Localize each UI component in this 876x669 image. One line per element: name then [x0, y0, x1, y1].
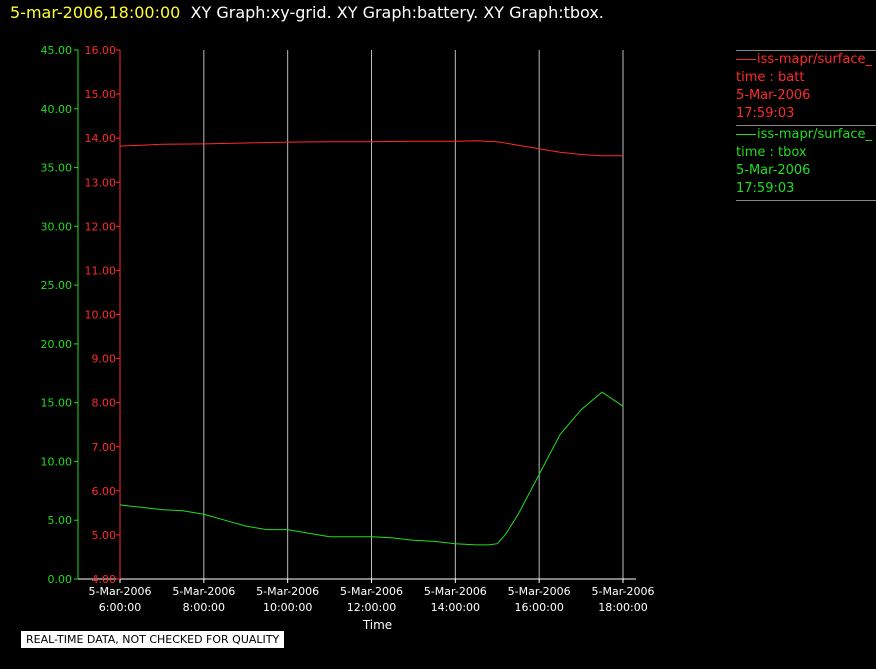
legend-series-name: iss-mapr/surface_	[757, 127, 873, 142]
red-y-tick-label: 10.00	[85, 309, 117, 322]
red-y-tick-label: 15.00	[85, 88, 117, 101]
x-tick-label-time: 12:00:00	[347, 601, 396, 614]
x-tick-label-time: 8:00:00	[183, 601, 225, 614]
legend: iss-mapr/surface_ time : batt 5-Mar-2006…	[736, 50, 876, 201]
series-line-tbox	[119, 391, 624, 546]
x-tick-label-time: 18:00:00	[598, 601, 647, 614]
red-y-tick-label: 16.00	[85, 44, 117, 57]
x-tick-label-date: 5-Mar-2006	[172, 585, 235, 598]
green-y-tick-label: 10.00	[41, 455, 73, 468]
legend-entry-batt[interactable]: iss-mapr/surface_ time : batt 5-Mar-2006…	[736, 50, 876, 125]
x-tick-label-time: 16:00:00	[514, 601, 563, 614]
red-y-tick-label: 7.00	[92, 441, 117, 454]
red-y-tick-label: 11.00	[85, 264, 117, 277]
red-y-tick-label: 9.00	[92, 353, 117, 366]
title-date: 5-mar-2006,18:00:00	[10, 3, 181, 22]
x-tick-label-time: 14:00:00	[431, 601, 480, 614]
green-y-tick-label: 25.00	[41, 279, 73, 292]
red-y-tick-label: 5.00	[92, 529, 117, 542]
series-line-batt	[119, 140, 623, 157]
title-graph-names: XY Graph:xy-grid. XY Graph:battery. XY G…	[190, 3, 604, 22]
red-y-tick-label: 12.00	[85, 220, 117, 233]
legend-swatch	[736, 59, 756, 60]
legend-series-name: iss-mapr/surface_	[757, 52, 873, 67]
red-y-tick-label: 8.00	[92, 397, 117, 410]
green-y-tick-label: 5.00	[48, 514, 73, 527]
x-axis-label: Time	[362, 618, 392, 632]
x-tick-label-date: 5-Mar-2006	[508, 585, 571, 598]
x-tick-label-date: 5-Mar-2006	[256, 585, 319, 598]
legend-variable: time : tbox	[736, 145, 807, 160]
red-y-tick-label: 4.00	[92, 573, 117, 586]
green-y-tick-label: 35.00	[41, 162, 73, 175]
green-y-tick-label: 30.00	[41, 220, 73, 233]
red-y-tick-label: 6.00	[92, 485, 117, 498]
quality-note: REAL-TIME DATA, NOT CHECKED FOR QUALITY	[20, 630, 286, 649]
legend-time: 17:59:03	[736, 181, 795, 196]
red-y-tick-label: 13.00	[85, 176, 117, 189]
x-tick-label-date: 5-Mar-2006	[592, 585, 655, 598]
legend-date: 5-Mar-2006	[736, 88, 811, 103]
x-tick-label-date: 5-Mar-2006	[424, 585, 487, 598]
x-tick-label-date: 5-Mar-2006	[340, 585, 403, 598]
legend-variable: time : batt	[736, 70, 805, 85]
x-tick-label-time: 6:00:00	[99, 601, 141, 614]
x-tick-label-time: 10:00:00	[263, 601, 312, 614]
green-y-tick-label: 0.00	[48, 573, 73, 586]
red-y-tick-label: 14.00	[85, 132, 117, 145]
legend-swatch	[736, 134, 756, 135]
green-y-tick-label: 40.00	[41, 103, 73, 116]
legend-date: 5-Mar-2006	[736, 163, 811, 178]
graph-title-bar: 5-mar-2006,18:00:00 XY Graph:xy-grid. XY…	[10, 3, 604, 22]
legend-entry-tbox[interactable]: iss-mapr/surface_ time : tbox 5-Mar-2006…	[736, 125, 876, 201]
legend-time: 17:59:03	[736, 106, 795, 121]
x-tick-label-date: 5-Mar-2006	[89, 585, 152, 598]
green-y-tick-label: 20.00	[41, 338, 73, 351]
green-y-tick-label: 45.00	[41, 44, 73, 57]
green-y-tick-label: 15.00	[41, 397, 73, 410]
